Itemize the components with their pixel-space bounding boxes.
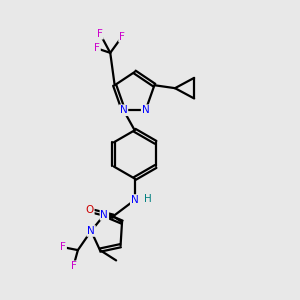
Text: O: O [85,206,94,215]
Text: H: H [144,194,152,204]
Text: N: N [87,226,95,236]
Text: F: F [70,261,76,271]
Text: F: F [119,32,125,42]
Text: N: N [100,210,108,220]
Text: F: F [94,44,100,53]
Text: N: N [131,195,139,205]
Text: N: N [142,105,149,115]
Text: F: F [60,242,66,252]
Text: F: F [97,29,103,39]
Text: N: N [120,105,128,115]
